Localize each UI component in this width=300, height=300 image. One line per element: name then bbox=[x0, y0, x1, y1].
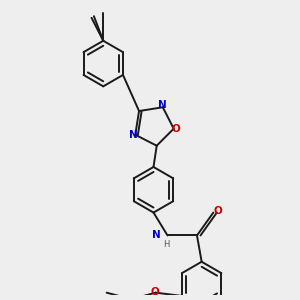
Text: O: O bbox=[172, 124, 180, 134]
Text: O: O bbox=[150, 286, 159, 296]
Text: N: N bbox=[158, 100, 167, 110]
Text: H: H bbox=[163, 240, 170, 249]
Text: N: N bbox=[129, 130, 137, 140]
Text: O: O bbox=[214, 206, 222, 216]
Text: N: N bbox=[152, 230, 161, 241]
